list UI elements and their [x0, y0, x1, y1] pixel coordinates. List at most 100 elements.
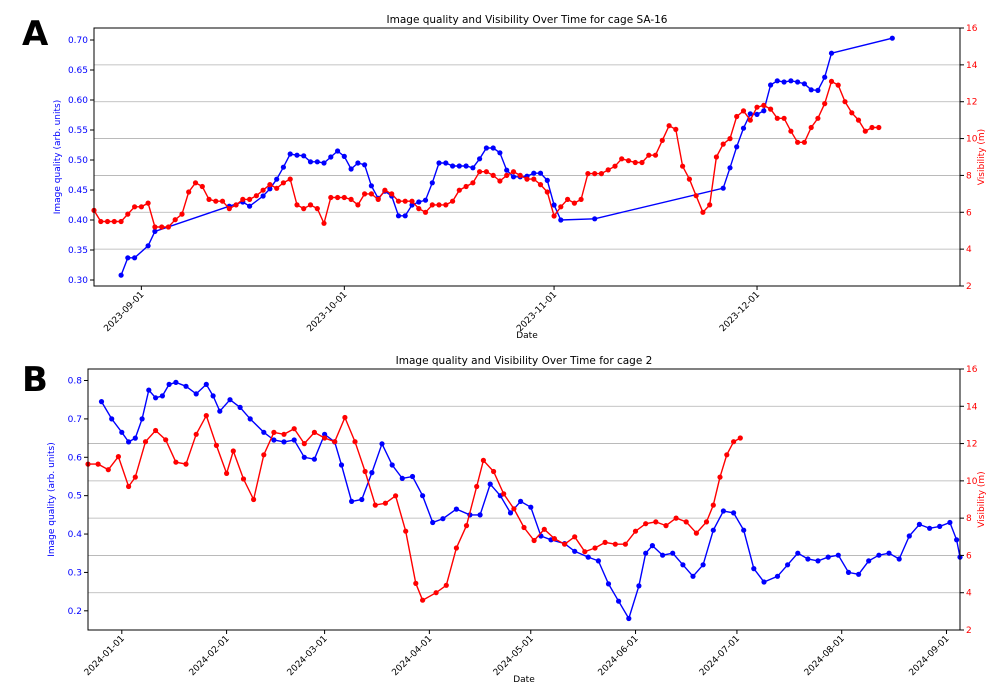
visibility-data-point	[372, 502, 378, 508]
visibility-data-point	[403, 528, 409, 534]
visibility-data-point	[341, 194, 347, 201]
visibility-data-point	[416, 206, 422, 212]
visibility-data-point	[639, 159, 645, 166]
y-left-tick-label: 0.45	[68, 186, 88, 196]
quality-data-point	[947, 519, 953, 526]
x-tick-label: 2024-06-01	[597, 634, 641, 678]
visibility-data-point	[375, 196, 381, 202]
quality-data-point	[355, 160, 361, 166]
visibility-data-point	[781, 115, 787, 121]
visibility-data-point	[740, 108, 747, 114]
visibility-data-point	[659, 137, 665, 143]
visibility-data-point	[477, 169, 483, 175]
visibility-data-point	[389, 191, 395, 197]
panel-label-a: A	[22, 14, 49, 54]
y-right-tick-label: 4	[966, 589, 972, 599]
quality-data-point	[420, 493, 426, 499]
visibility-data-point	[409, 198, 415, 204]
y-left-tick-label: 0.5	[68, 492, 82, 502]
visibility-data-point	[808, 124, 814, 131]
quality-data-point	[815, 558, 821, 564]
visibility-data-point	[497, 178, 503, 184]
x-tick-label: 2023-12-01	[718, 290, 762, 334]
quality-data-point	[558, 217, 564, 223]
quality-data-point	[335, 148, 341, 154]
quality-data-point	[822, 74, 828, 80]
quality-data-point	[314, 159, 320, 165]
visibility-data-point	[731, 439, 737, 445]
visibility-data-point	[125, 211, 131, 217]
visibility-data-point	[680, 163, 686, 169]
y-left-tick-label: 0.2	[68, 607, 82, 617]
visibility-data-point	[138, 204, 144, 210]
quality-data-point	[153, 395, 159, 401]
visibility-data-point	[646, 152, 652, 158]
quality-data-point	[311, 456, 317, 462]
visibility-data-point	[152, 224, 158, 230]
visibility-data-point	[159, 224, 165, 230]
visibility-data-point	[686, 176, 693, 182]
visibility-data-point	[253, 193, 259, 199]
visibility-data-point	[382, 500, 388, 506]
y-right-tick-label: 10	[966, 135, 978, 145]
visibility-data-point	[828, 78, 835, 84]
visibility-data-point	[348, 196, 354, 202]
visibility-data-point	[551, 536, 558, 542]
quality-data-point	[751, 566, 757, 572]
quality-data-point	[700, 562, 706, 568]
visibility-data-point	[301, 441, 307, 447]
quality-data-point	[173, 379, 179, 385]
visibility-data-point	[287, 176, 293, 182]
quality-data-point	[183, 383, 189, 389]
quality-data-point	[768, 82, 774, 88]
quality-data-point	[261, 429, 267, 435]
visibility-data-point	[703, 519, 710, 525]
y-right-axis-label: Visibility (m)	[977, 129, 987, 185]
visibility-data-point	[673, 126, 679, 132]
visibility-data-point	[267, 182, 273, 188]
quality-data-point	[731, 510, 737, 516]
visibility-data-point	[869, 124, 875, 131]
visibility-data-point	[531, 176, 537, 182]
visibility-data-point	[713, 154, 720, 160]
visibility-data-point	[524, 176, 530, 182]
quality-data-point	[399, 475, 405, 481]
quality-data-point	[795, 79, 801, 85]
quality-data-point	[483, 145, 489, 151]
y-left-tick-label: 0.55	[68, 126, 88, 136]
quality-data-point	[280, 164, 286, 170]
visibility-data-point	[571, 200, 578, 206]
quality-data-point	[98, 399, 105, 405]
quality-data-point	[592, 216, 598, 222]
visibility-data-point	[788, 128, 794, 134]
quality-data-point	[528, 504, 534, 510]
quality-data-point	[321, 160, 327, 166]
visibility-data-point	[240, 196, 246, 202]
visibility-data-point	[183, 461, 189, 467]
quality-data-point	[463, 163, 469, 169]
quality-data-point	[436, 160, 442, 166]
quality-data-point	[159, 393, 165, 399]
visibility-data-point	[280, 180, 286, 186]
quality-data-point	[670, 550, 676, 556]
quality-series-line	[100, 381, 961, 621]
quality-data-point	[774, 573, 781, 579]
quality-data-point	[301, 153, 307, 159]
quality-data-point	[348, 166, 354, 172]
quality-data-point	[537, 170, 544, 176]
visibility-data-point	[362, 468, 368, 475]
visibility-data-point	[470, 180, 476, 186]
visibility-data-point	[491, 468, 497, 475]
visibility-data-point	[815, 115, 821, 121]
visibility-data-point	[429, 202, 435, 208]
quality-data-point	[227, 397, 233, 403]
quality-data-point	[643, 550, 649, 556]
visibility-data-point	[233, 202, 239, 208]
y-right-tick-label: 10	[966, 477, 978, 487]
visibility-data-point	[328, 194, 334, 201]
quality-data-point	[649, 543, 656, 549]
quality-data-point	[443, 160, 449, 166]
quality-data-point	[788, 78, 794, 84]
visibility-data-point	[605, 167, 611, 173]
